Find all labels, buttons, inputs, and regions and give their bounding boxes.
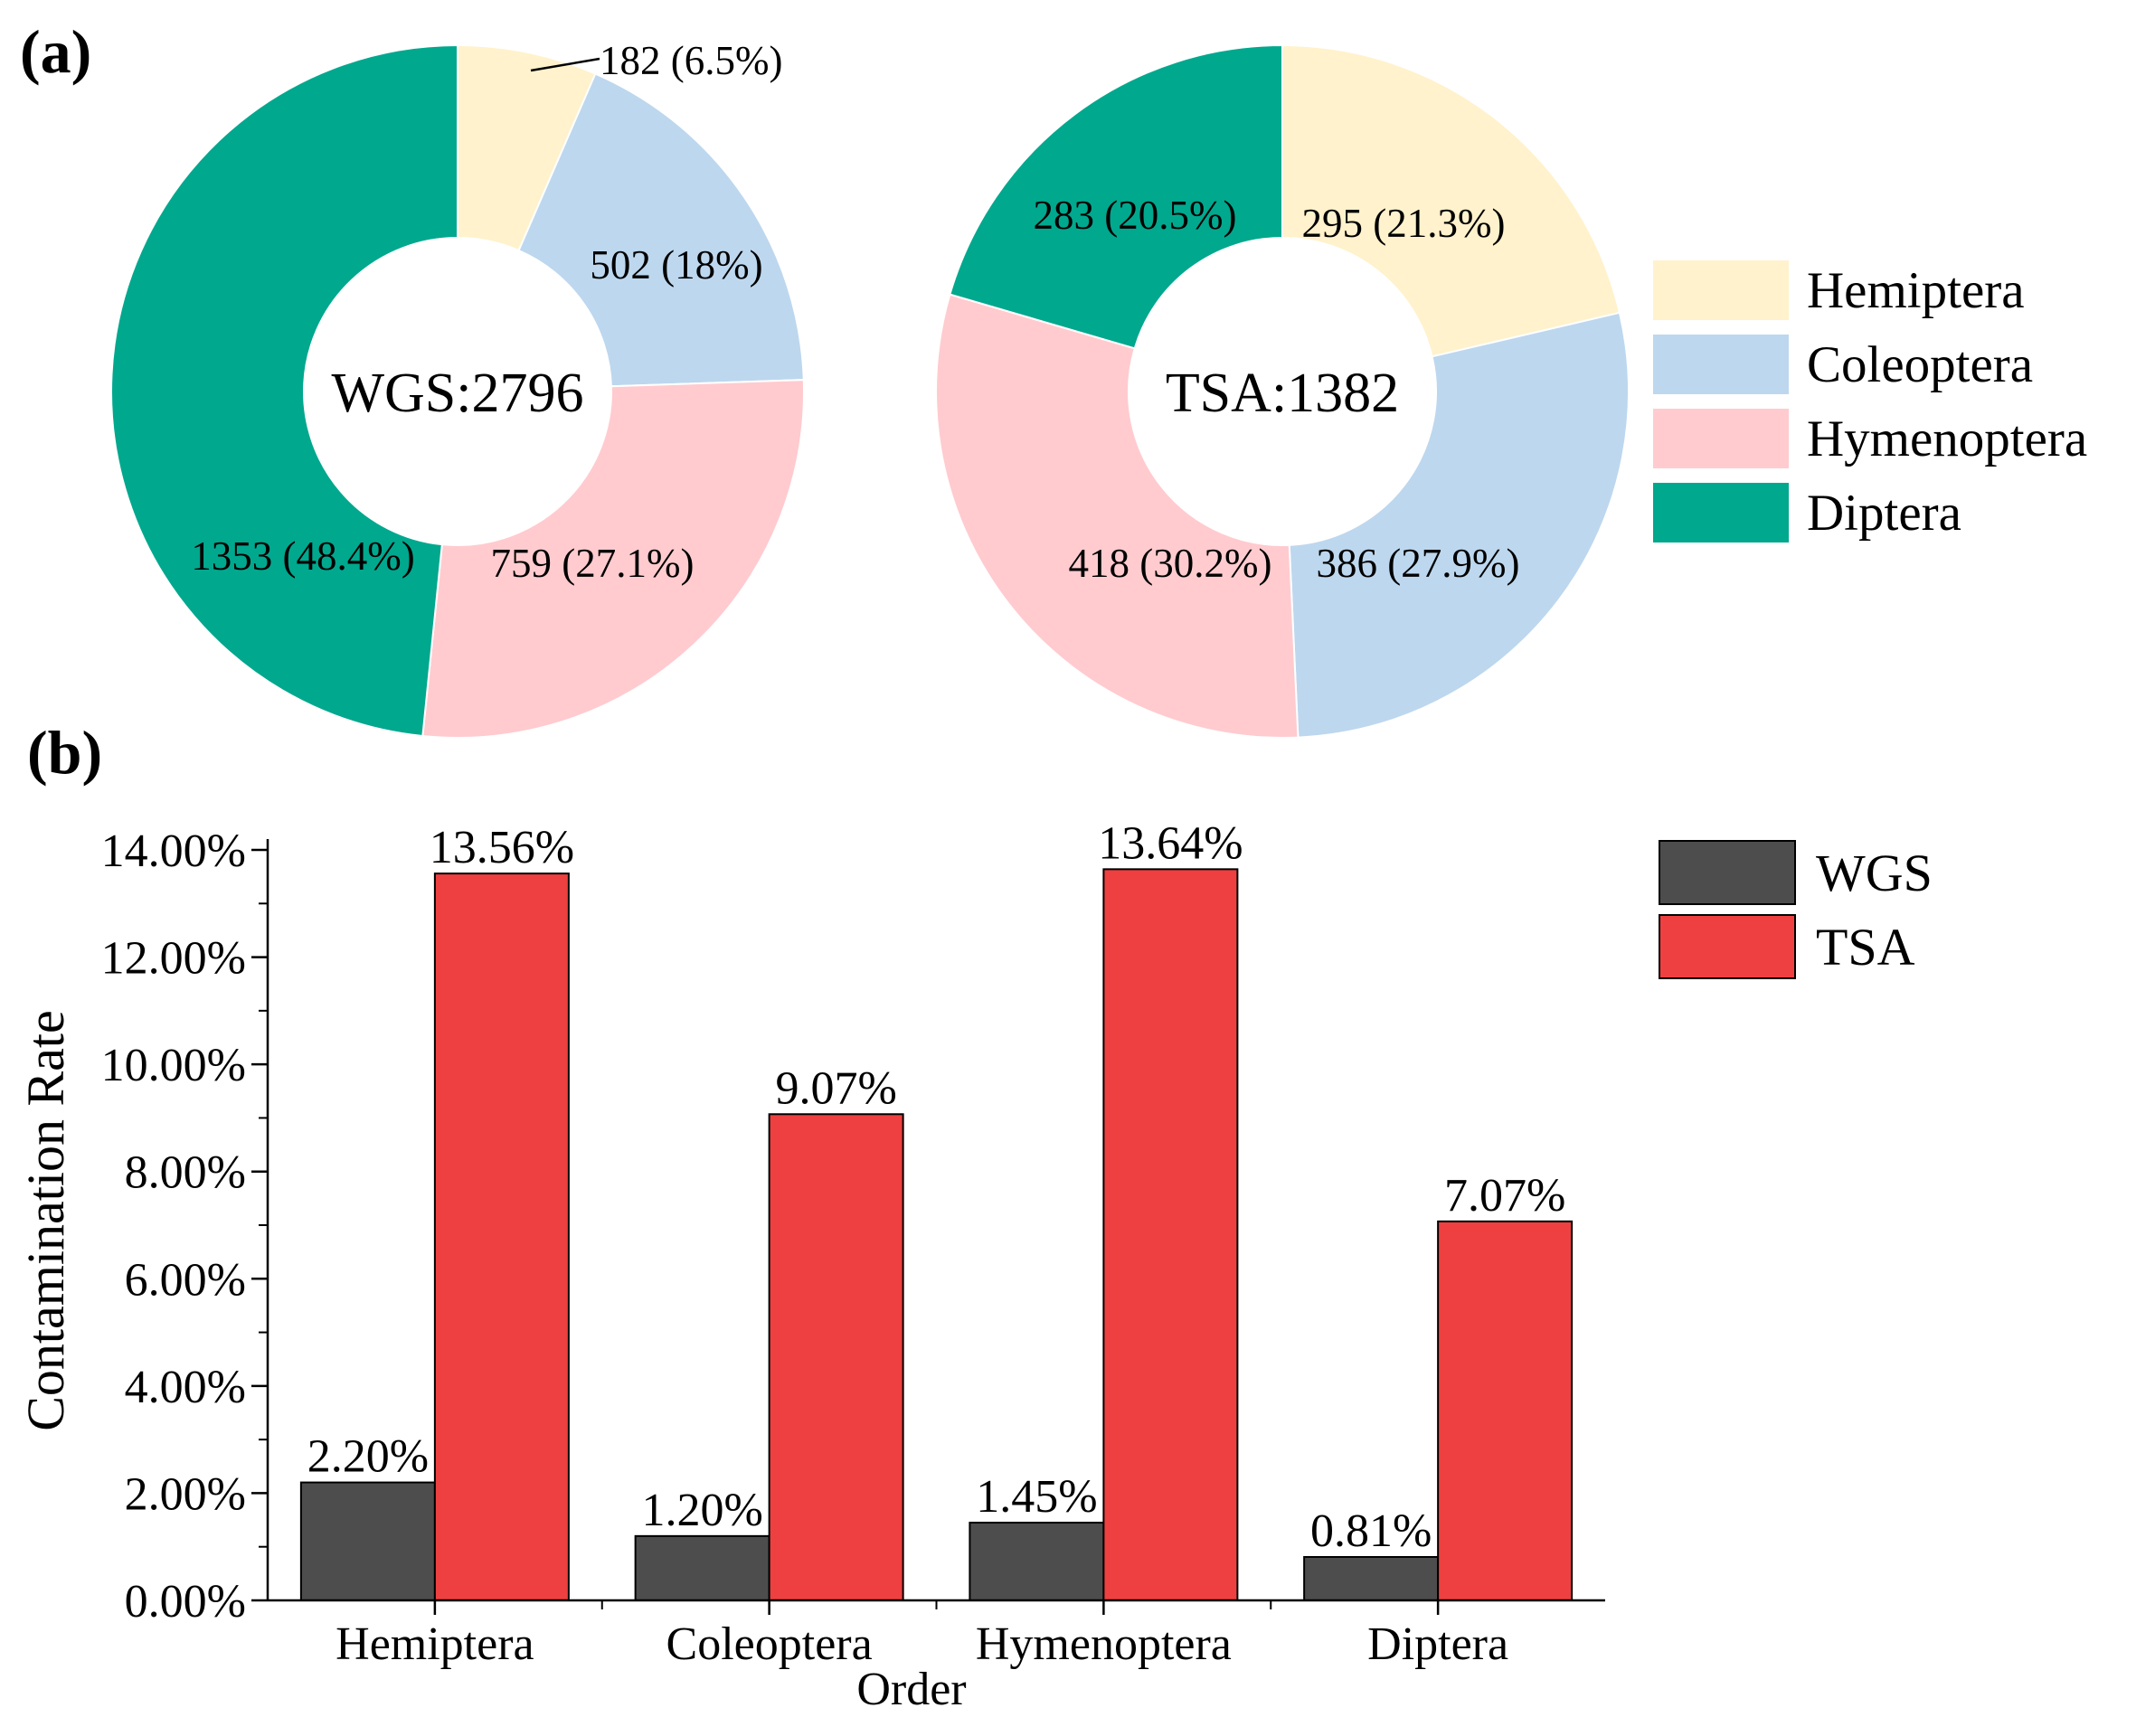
bar-tsa-diptera <box>1437 1220 1574 1601</box>
x-tick-label: Hymenoptera <box>976 1618 1232 1670</box>
legend-label-wgs: WGS <box>1816 844 1933 902</box>
donut-center-label: TSA:1382 <box>1166 363 1399 424</box>
slice-label-diptera: 283 (20.5%) <box>1034 193 1237 238</box>
bar-value-label: 13.56% <box>430 822 574 873</box>
bar-value-label: 9.07% <box>775 1062 896 1114</box>
donut-slice-hemiptera <box>1281 43 1621 358</box>
legend-label-tsa: TSA <box>1816 918 1915 976</box>
donut-chart-tsa: TSA:1382 295 (21.3%) 386 (27.9%) 418 (30… <box>935 43 1630 739</box>
donut-chart-wgs: WGS:2796 182 (6.5%) 502 (18%) 759 (27.1%… <box>110 38 805 739</box>
slice-label-hemiptera: 295 (21.3%) <box>1302 201 1506 246</box>
bar-tsa-hymenoptera <box>1102 868 1239 1601</box>
donut-slice-hymenoptera <box>421 379 805 739</box>
y-tick-label: 6.00% <box>125 1254 246 1306</box>
leader-line <box>530 57 600 72</box>
slice-label-hymenoptera: 759 (27.1%) <box>491 541 695 586</box>
y-tick-label: 12.00% <box>101 933 246 985</box>
x-tick-label: Hemiptera <box>336 1618 534 1670</box>
slice-label-coleoptera: 386 (27.9%) <box>1317 541 1520 586</box>
y-axis-title: Contamination Rate <box>16 1010 75 1431</box>
slice-label-hemiptera: 182 (6.5%) <box>600 38 782 83</box>
y-tick-label: 4.00% <box>125 1362 246 1413</box>
legend-swatch-wgs <box>1659 840 1796 905</box>
slice-label-diptera: 1353 (48.4%) <box>191 533 414 579</box>
y-tick-label: 14.00% <box>101 826 246 877</box>
donut-slice-diptera <box>110 43 458 738</box>
donut-slice-coleoptera <box>1288 311 1630 739</box>
legend-swatch-tsa <box>1659 914 1796 979</box>
legend-swatch-hymenoptera <box>1653 409 1789 468</box>
legend-orders: Hemiptera Coleoptera Hymenoptera Diptera <box>1653 260 2087 542</box>
slice-label-hymenoptera: 418 (30.2%) <box>1069 541 1272 586</box>
bar-wgs-diptera <box>1303 1555 1440 1601</box>
bar-tsa-hemiptera <box>433 873 570 1601</box>
bar-value-label: 2.20% <box>307 1431 429 1483</box>
x-axis-title: Order <box>856 1664 966 1715</box>
donut-center-label: WGS:2796 <box>332 363 584 424</box>
legend-label-hymenoptera: Hymenoptera <box>1807 410 2087 467</box>
bar-wgs-coleoptera <box>634 1534 770 1602</box>
donut-slice-coleoptera <box>517 72 805 388</box>
panel-label-a: (a) <box>20 17 91 86</box>
bar-value-label: 1.20% <box>641 1485 762 1536</box>
bar-value-label: 13.64% <box>1098 817 1243 869</box>
bar-wgs-hymenoptera <box>969 1522 1105 1602</box>
bar-value-label: 1.45% <box>976 1471 1097 1523</box>
slice-label-coleoptera: 502 (18%) <box>590 242 762 288</box>
y-tick-label: 10.00% <box>101 1040 246 1091</box>
bar-chart: 0.00% 2.00% 4.00% 6.00% 8.00% 10.00% 12.00% 14.… <box>16 817 1605 1715</box>
donut-slice-hymenoptera <box>935 293 1300 739</box>
legend-label-hemiptera: Hemiptera <box>1807 262 2025 319</box>
panel-label-b: (b) <box>27 718 102 787</box>
x-tick-label: Diptera <box>1367 1618 1508 1670</box>
legend-sources: WGS TSA <box>1659 840 1933 979</box>
bar-tsa-coleoptera <box>768 1113 904 1601</box>
legend-swatch-coleoptera <box>1653 335 1789 394</box>
legend-label-coleoptera: Coleoptera <box>1807 336 2033 393</box>
legend-swatch-diptera <box>1653 483 1789 542</box>
y-tick-label: 2.00% <box>125 1468 246 1520</box>
y-tick-label: 8.00% <box>125 1147 246 1199</box>
donut-slice-diptera <box>949 43 1283 350</box>
legend-label-diptera: Diptera <box>1807 485 1961 542</box>
bar-wgs-hemiptera <box>299 1481 436 1601</box>
x-tick-label: Coleoptera <box>666 1618 873 1670</box>
bar-value-label: 0.81% <box>1310 1505 1432 1557</box>
y-tick-label: 0.00% <box>125 1576 246 1628</box>
legend-swatch-hemiptera <box>1653 260 1789 320</box>
bar-value-label: 7.07% <box>1444 1170 1565 1222</box>
